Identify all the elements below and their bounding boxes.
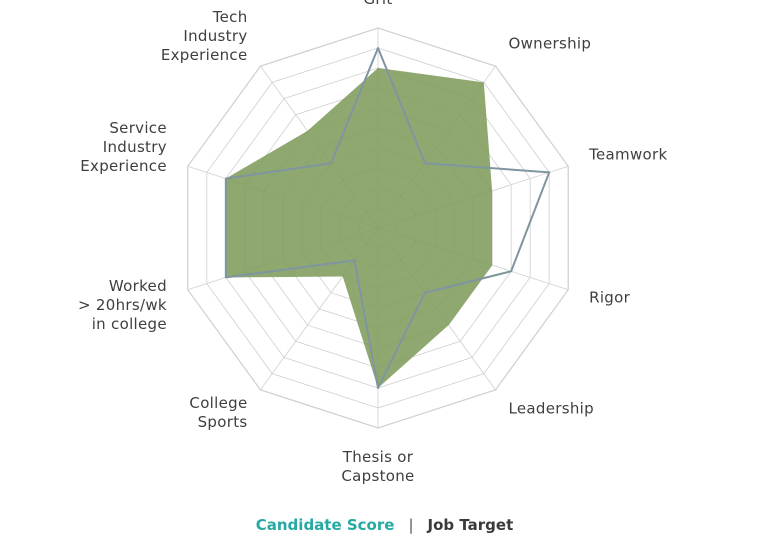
axis-label-grit: Grit (363, 0, 392, 8)
axis-label-line: in college (92, 315, 167, 333)
axis-label-line: Teamwork (588, 145, 667, 163)
axis-label-tech-industry-experience: Tech Industry Experience (161, 8, 248, 64)
axis-label-line: Tech (212, 8, 248, 26)
legend-candidate-score[interactable]: Candidate Score (255, 516, 395, 534)
axis-label-teamwork: Teamwork (588, 145, 667, 163)
axis-label-ownership: Ownership (509, 34, 592, 52)
axis-label-line: Grit (363, 0, 392, 8)
axis-label-line: Service (109, 119, 167, 137)
axis-label-thesis-or-capstone: Thesis or Capstone (341, 448, 414, 485)
axis-label-line: Capstone (341, 467, 414, 485)
axis-label-college-sports: College Sports (189, 394, 247, 431)
axis-label-line: Worked (109, 277, 167, 295)
axis-label-rigor: Rigor (589, 289, 630, 307)
axis-labels: Grit Ownership Teamwork Rigor Leadership Thes… (78, 0, 667, 485)
axis-label-line: Experience (161, 46, 248, 64)
axis-label-line: Leadership (509, 400, 594, 418)
axis-label-line: > 20hrs/wk (78, 296, 167, 314)
axis-label-line: Industry (183, 27, 247, 45)
axis-label-worked-20hrs-wk-in-college: Worked > 20hrs/wk in college (78, 277, 167, 333)
job-target-line (224, 47, 551, 389)
axis-label-line: Rigor (589, 289, 630, 307)
candidate-score-area (225, 68, 493, 388)
axis-label-leadership: Leadership (509, 400, 594, 418)
radar-chart: Grit Ownership Teamwork Rigor Leadership Thes… (78, 0, 667, 485)
axis-label-line: College (189, 394, 247, 412)
axis-label-line: Ownership (509, 34, 592, 52)
axis-label-line: Sports (198, 413, 248, 431)
radar-series (224, 47, 551, 389)
legend: Candidate Score | Job Target (0, 516, 769, 534)
axis-label-line: Experience (80, 157, 167, 175)
legend-job-target[interactable]: Job Target (427, 516, 514, 534)
axis-label-line: Thesis or (342, 448, 414, 466)
axis-label-line: Industry (103, 138, 167, 156)
legend-separator: | (408, 516, 414, 534)
axis-label-service-industry-experience: Service Industry Experience (80, 119, 167, 175)
